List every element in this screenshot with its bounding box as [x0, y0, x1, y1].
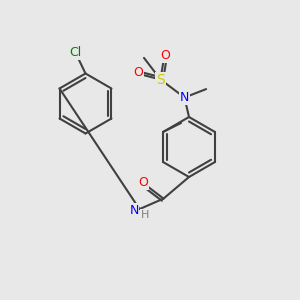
Text: O: O — [160, 49, 170, 62]
Text: Cl: Cl — [70, 46, 82, 59]
Text: O: O — [139, 176, 148, 190]
Text: H: H — [141, 209, 149, 220]
Text: N: N — [180, 91, 189, 104]
Text: S: S — [156, 73, 165, 86]
Text: N: N — [129, 204, 139, 217]
Text: O: O — [133, 66, 143, 79]
